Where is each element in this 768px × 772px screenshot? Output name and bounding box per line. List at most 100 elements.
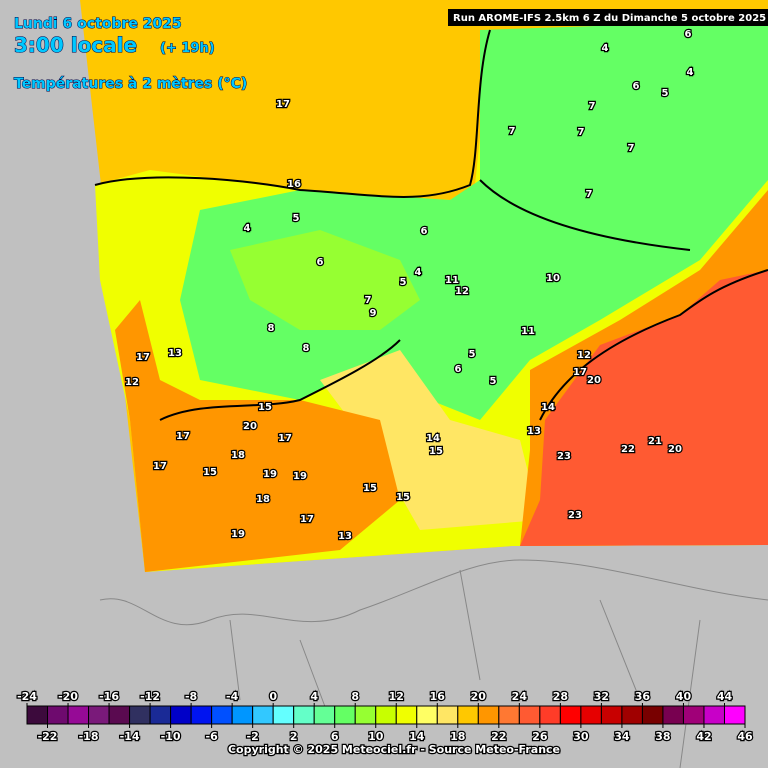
legend-label: -12 (140, 690, 160, 703)
temperature-label: 12 (577, 350, 591, 361)
temperature-label: 6 (455, 364, 462, 375)
temperature-label: 19 (231, 529, 245, 540)
forecast-time: 3:00 locale (14, 33, 137, 57)
temperature-label: 7 (509, 126, 516, 137)
legend-swatch (231, 705, 254, 725)
temperature-label: 13 (338, 531, 352, 542)
legend-label: 38 (655, 730, 670, 743)
temperature-label: 6 (685, 29, 692, 40)
temperature-label: 20 (243, 421, 257, 432)
legend-swatch (600, 705, 623, 725)
legend-label: 26 (532, 730, 548, 743)
legend-label: 42 (696, 730, 711, 743)
field-southwest (115, 300, 400, 572)
temperature-label: 17 (176, 431, 190, 442)
legend-swatch (272, 705, 295, 725)
temperature-label: 7 (578, 127, 585, 138)
legend-swatch (539, 705, 561, 725)
temperature-label: 8 (268, 323, 275, 334)
temperature-label: 13 (168, 348, 182, 359)
temperature-label: 11 (445, 275, 459, 286)
temperature-label: 20 (587, 375, 601, 386)
temperature-label: 5 (400, 277, 407, 288)
temperature-label: 4 (687, 67, 694, 78)
field-mild (230, 230, 420, 330)
color-legend: -24-22-20-18-16-14-12-10-8-6-4-202468101… (16, 689, 754, 745)
legend-swatch (88, 705, 110, 725)
legend-swatch (457, 705, 479, 725)
legend-swatch (26, 705, 49, 725)
legend-swatch (354, 705, 377, 725)
temperature-label: 23 (568, 510, 582, 521)
legend-swatch (190, 705, 213, 725)
legend-label: -2 (247, 730, 259, 743)
temperature-label: 12 (455, 286, 469, 297)
legend-swatch (313, 705, 336, 725)
legend-swatch (641, 705, 664, 725)
temperature-label: 10 (546, 273, 560, 284)
temperature-label: 18 (256, 494, 270, 505)
temperature-label: 18 (231, 450, 245, 461)
field-warm (320, 350, 540, 530)
legend-swatch (416, 705, 438, 725)
temperature-label: 21 (648, 436, 662, 447)
legend-label: 2 (290, 730, 298, 743)
temperature-label: 13 (527, 426, 541, 437)
parameter: Températures à 2 mètres (°C) (14, 76, 247, 92)
legend-swatch (580, 705, 602, 725)
legend-label: -4 (226, 690, 239, 703)
run-banner (448, 9, 768, 26)
legend-label: 34 (614, 730, 630, 743)
legend-label: 0 (269, 690, 277, 703)
legend-swatch (149, 705, 172, 725)
temperature-label: 8 (303, 343, 310, 354)
legend-label: -18 (79, 730, 99, 743)
legend-swatch (375, 705, 397, 725)
legend-swatch (395, 705, 418, 725)
temperature-label: 7 (586, 189, 593, 200)
temperature-label: 5 (662, 88, 669, 99)
temperature-label: 11 (521, 326, 535, 337)
legend-label: 18 (450, 730, 465, 743)
legend-swatch (662, 705, 684, 725)
legend-swatch (252, 705, 274, 725)
temperature-label: 5 (490, 376, 497, 387)
legend-label: 10 (368, 730, 384, 743)
legend-swatch (518, 705, 541, 725)
legend-swatch (477, 705, 500, 725)
forecast-date: Lundi 6 octobre 2025 (14, 16, 182, 32)
temperature-label: 19 (293, 471, 307, 482)
legend-swatch (559, 705, 582, 725)
temperature-label: 16 (287, 179, 301, 190)
temperature-label: 22 (621, 444, 635, 455)
temperature-label: 6 (421, 226, 428, 237)
legend-label: 40 (676, 690, 692, 703)
temperature-label: 5 (293, 213, 300, 224)
legend-swatch (436, 705, 459, 725)
temperature-label: 7 (628, 143, 635, 154)
copyright: Copyright © 2025 Meteociel.fr - Source M… (228, 743, 560, 756)
temperature-label: 17 (153, 461, 167, 472)
temperature-label: 5 (469, 349, 476, 360)
temperature-label: 17 (300, 514, 314, 525)
temperature-label: 17 (573, 367, 587, 378)
legend-label: 32 (594, 690, 609, 703)
legend-swatch (129, 705, 151, 725)
legend-swatch (47, 705, 69, 725)
temperature-label: 15 (258, 402, 272, 413)
legend-swatch (682, 705, 705, 725)
legend-swatch (498, 705, 520, 725)
legend-label: -16 (99, 690, 119, 703)
legend-label: 44 (717, 690, 733, 703)
legend-label: 14 (409, 730, 425, 743)
temperature-label: 4 (415, 267, 422, 278)
isotherms (94, 29, 768, 421)
legend-swatch (703, 705, 725, 725)
field-sea (520, 270, 768, 546)
legend-swatch (108, 705, 131, 725)
legend-label: 28 (553, 690, 568, 703)
legend-swatch (211, 705, 233, 725)
legend-label: 12 (389, 690, 404, 703)
temperature-label: 23 (557, 451, 571, 462)
temperature-label: 6 (317, 257, 324, 268)
